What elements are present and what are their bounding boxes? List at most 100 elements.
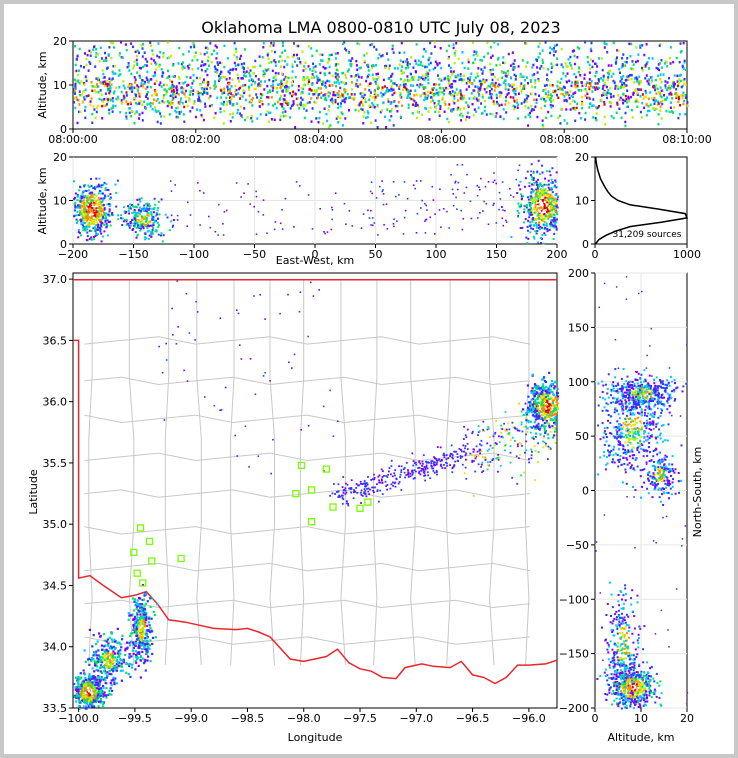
source-point xyxy=(464,118,467,121)
source-point xyxy=(80,194,82,197)
source-point xyxy=(145,612,148,615)
source-point xyxy=(317,87,320,90)
source-point xyxy=(163,115,166,118)
source-point xyxy=(244,118,246,122)
source-point xyxy=(546,210,548,213)
source-point xyxy=(476,194,479,197)
source-point xyxy=(133,621,136,624)
source-point xyxy=(135,58,138,62)
source-point xyxy=(95,677,98,680)
source-point xyxy=(255,233,258,235)
source-point xyxy=(328,71,331,75)
source-point xyxy=(259,92,262,96)
source-point xyxy=(392,88,395,91)
source-point xyxy=(127,84,130,88)
source-point xyxy=(74,106,77,110)
source-point xyxy=(138,74,141,78)
source-point xyxy=(469,76,472,79)
source-point xyxy=(501,181,504,183)
source-point xyxy=(649,103,652,107)
source-point xyxy=(152,53,155,56)
source-point xyxy=(154,230,157,233)
source-point xyxy=(297,88,300,92)
source-point xyxy=(133,205,136,208)
source-point xyxy=(285,81,288,85)
source-point xyxy=(147,208,150,211)
source-point xyxy=(625,75,628,78)
source-point xyxy=(439,104,442,108)
source-point xyxy=(549,223,552,226)
source-point xyxy=(301,78,304,82)
source-point xyxy=(111,654,114,657)
source-point xyxy=(500,91,503,95)
source-point xyxy=(136,224,139,227)
source-point xyxy=(83,211,86,213)
source-point xyxy=(550,100,553,103)
source-point xyxy=(135,215,137,217)
source-point xyxy=(407,92,410,96)
source-point xyxy=(97,90,100,94)
source-point xyxy=(137,203,140,206)
source-point xyxy=(543,203,546,206)
source-point xyxy=(552,205,555,208)
source-point xyxy=(96,217,99,219)
source-point xyxy=(144,669,147,672)
source-point xyxy=(629,55,632,58)
source-point xyxy=(123,96,126,99)
source-point xyxy=(91,689,94,692)
source-point xyxy=(457,188,459,191)
source-point xyxy=(95,211,98,214)
source-point xyxy=(499,198,502,200)
source-point xyxy=(496,78,499,81)
source-point xyxy=(677,100,680,104)
source-point xyxy=(181,66,184,69)
source-point xyxy=(587,60,589,64)
source-point xyxy=(77,675,80,679)
source-point xyxy=(134,221,137,224)
source-point xyxy=(168,103,171,107)
source-point xyxy=(337,93,340,96)
source-point xyxy=(241,115,244,119)
source-point xyxy=(89,203,91,206)
source-point xyxy=(222,122,225,125)
source-point xyxy=(125,220,128,223)
source-point xyxy=(112,678,115,681)
source-point xyxy=(430,52,433,55)
source-point xyxy=(414,187,416,190)
source-point xyxy=(455,196,457,199)
source-point xyxy=(424,220,426,222)
source-point xyxy=(334,75,337,79)
source-point xyxy=(301,91,304,94)
source-point xyxy=(550,221,552,224)
source-point xyxy=(281,59,284,62)
source-point xyxy=(138,208,140,211)
source-point xyxy=(85,683,88,686)
source-point xyxy=(141,630,144,633)
source-point xyxy=(187,67,190,70)
source-point xyxy=(262,74,265,78)
source-point xyxy=(255,93,258,96)
source-point xyxy=(146,78,149,81)
source-point xyxy=(507,83,510,86)
source-point xyxy=(307,65,310,68)
source-point xyxy=(639,44,642,47)
source-point xyxy=(537,241,540,244)
source-point xyxy=(108,77,111,80)
source-point xyxy=(78,90,81,93)
source-point xyxy=(637,53,640,56)
source-point xyxy=(368,89,371,92)
source-point xyxy=(78,47,81,51)
source-point xyxy=(88,60,91,64)
source-point xyxy=(370,121,373,125)
source-point xyxy=(571,81,574,84)
source-point xyxy=(242,89,245,92)
source-point xyxy=(236,111,239,115)
source-point xyxy=(493,41,496,44)
source-point xyxy=(544,41,547,44)
source-point xyxy=(281,111,284,114)
source-point xyxy=(279,102,282,106)
source-point xyxy=(622,102,625,105)
source-point xyxy=(157,201,160,203)
source-point xyxy=(412,78,415,81)
source-point xyxy=(547,217,550,220)
